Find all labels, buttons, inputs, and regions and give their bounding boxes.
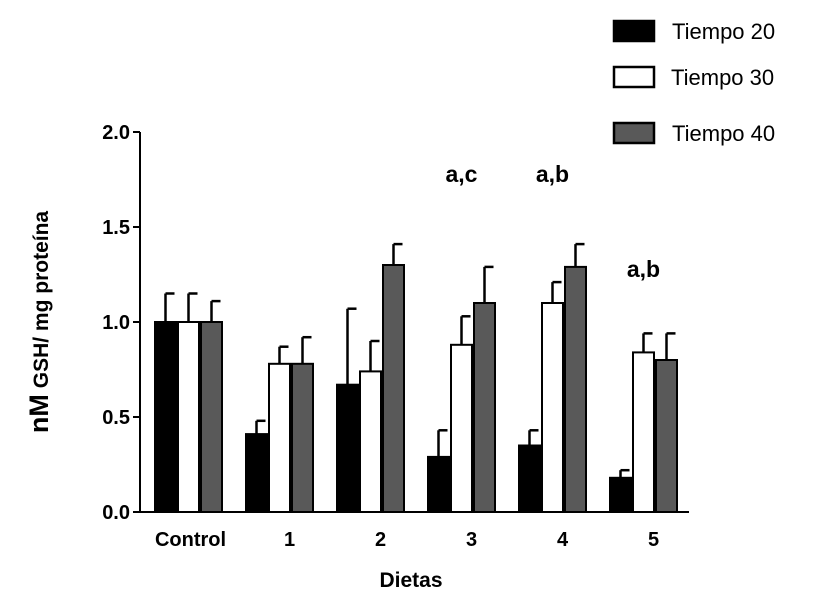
x-tick-label: Control	[155, 529, 226, 551]
legend-label: Tiempo 30	[671, 65, 774, 90]
y-axis-title-unit: nM	[24, 394, 54, 433]
bar	[200, 321, 223, 513]
legend-swatch	[612, 19, 656, 43]
bar	[359, 370, 382, 513]
legend-swatch	[612, 121, 656, 145]
bar	[541, 302, 564, 513]
legend-swatch	[612, 65, 656, 89]
bar	[427, 455, 450, 513]
y-axis-title-rest: GSH/ mg proteína	[30, 211, 53, 395]
significance-annotation: a,b	[627, 256, 660, 282]
bar	[268, 362, 291, 513]
bar	[154, 321, 177, 513]
bar	[609, 476, 632, 513]
bar	[177, 321, 200, 513]
legend: Tiempo 20 Tiempo 30 Tiempo 40	[612, 19, 775, 146]
labels: Control 1 2 3 4 5 a,c a,b a,b	[155, 161, 660, 551]
significance-annotation: a,c	[446, 161, 478, 187]
x-tick-label: 5	[648, 529, 659, 551]
bar	[518, 444, 541, 513]
bar	[450, 343, 473, 513]
y-tick-label: 1.5	[102, 217, 130, 239]
bar	[245, 433, 268, 514]
y-tick-label: 1.0	[102, 312, 130, 334]
x-tick-label: 3	[466, 529, 477, 551]
bar	[564, 265, 587, 513]
bars	[154, 242, 678, 514]
bar	[336, 383, 359, 514]
bar	[382, 264, 405, 513]
x-axis-title: Dietas	[379, 569, 442, 592]
x-tick-label: 2	[375, 529, 386, 551]
y-tick-label: 2.0	[102, 122, 130, 144]
axes: 0.0 0.5 1.0 1.5 2.0	[102, 122, 689, 524]
y-tick-label: 0.5	[102, 407, 130, 429]
bar	[291, 362, 314, 513]
y-tick-label: 0.0	[102, 502, 130, 524]
bar	[473, 302, 496, 513]
legend-label: Tiempo 20	[672, 19, 775, 44]
significance-annotation: a,b	[536, 161, 569, 187]
x-tick-label: 4	[557, 529, 569, 551]
y-axis-title: nM GSH/ mg proteína	[24, 211, 54, 433]
x-tick-label: 1	[284, 529, 295, 551]
legend-label: Tiempo 40	[672, 121, 775, 146]
bar	[632, 351, 655, 513]
bar	[655, 359, 678, 513]
